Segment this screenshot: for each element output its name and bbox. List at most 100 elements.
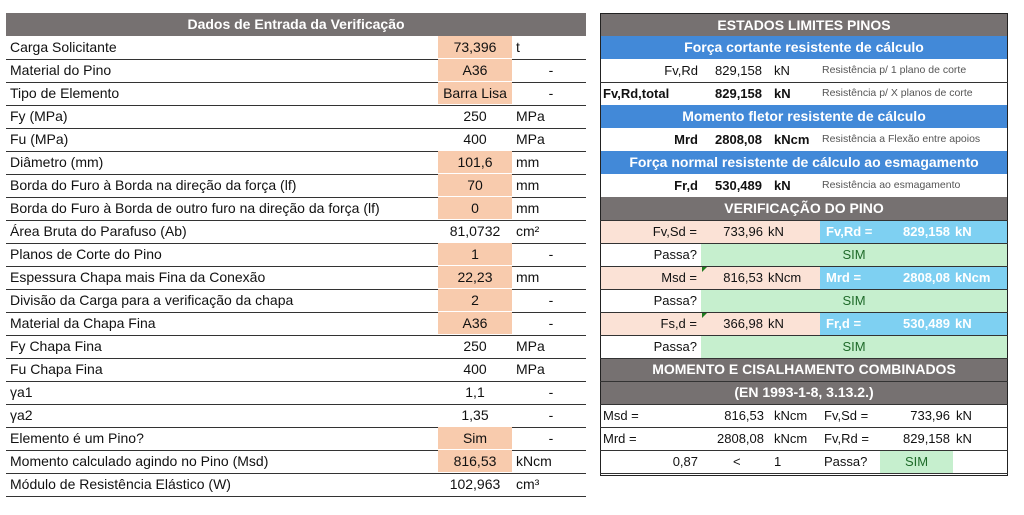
input-row: Fu Chapa Fina 400 MPa (6, 358, 586, 382)
input-label: Área Bruta do Parafuso (Ab) (10, 223, 187, 239)
shear-title: Força cortante resistente de cálculo (601, 36, 1007, 59)
fvrdt-note: Resistência p/ X planos de corte (822, 87, 973, 99)
row-divider (600, 335, 1008, 336)
demand-value: 816,53 (723, 270, 763, 285)
resistance-value: 829,158 (903, 224, 950, 239)
input-unit: mm (516, 154, 540, 170)
input-label: Fu (MPa) (10, 131, 69, 147)
demand-value: 366,98 (723, 316, 763, 331)
input-value: 1,35 (461, 407, 489, 423)
input-value: 102,963 (449, 476, 501, 492)
mrd-note: Resistência a Flexão entre apoios (822, 133, 981, 145)
fvrdt-value: 829,158 (715, 86, 762, 101)
input-label: Elemento é um Pino? (10, 430, 144, 446)
input-unit: t (516, 39, 520, 55)
input-value: 81,0732 (449, 223, 501, 239)
input-unit: - (548, 62, 554, 78)
input-unit: mm (516, 177, 540, 193)
mrd-unit: kNcm (774, 132, 810, 147)
input-label: Borda do Furo à Borda de outro furo na d… (10, 200, 380, 216)
input-value[interactable]: 2 (438, 289, 512, 311)
resistance-cell (820, 266, 1007, 289)
input-row: Elemento é um Pino? Sim - (6, 427, 586, 451)
input-row: Carga Solicitante 73,396 t (6, 36, 586, 60)
demand-label: Fs,d = (660, 316, 698, 331)
input-value[interactable]: 816,53 (438, 450, 512, 472)
demand-unit: kN (768, 224, 784, 239)
input-value[interactable]: Sim (438, 427, 512, 449)
input-unit: cm³ (516, 476, 540, 492)
limit-states-title: ESTADOS LIMITES PINOS (601, 14, 1007, 36)
row-divider (600, 243, 1008, 244)
input-value[interactable]: Barra Lisa (438, 82, 512, 104)
demand-label: Msd = (661, 270, 697, 285)
input-value[interactable]: 1 (438, 243, 512, 265)
input-value[interactable]: 101,6 (438, 151, 512, 173)
ratio-pass-status: SIM (880, 450, 953, 473)
input-unit: kNcm (516, 453, 552, 469)
input-row: Diâmetro (mm) 101,6 mm (6, 151, 586, 175)
input-row: Momento calculado agindo no Pino (Msd) 81… (6, 450, 586, 474)
input-label: Material da Chapa Fina (10, 315, 156, 331)
input-value: 400 (463, 361, 487, 377)
combined-label: Fv,Sd = (824, 408, 869, 423)
pass-status: SIM (701, 289, 1007, 312)
resistance-unit: kN (955, 316, 972, 331)
input-row: Fy (MPa) 250 MPa (6, 105, 586, 129)
row-divider (600, 381, 1008, 382)
input-label: γa2 (10, 407, 33, 423)
input-unit: - (548, 315, 554, 331)
combined-value: 816,53 (724, 408, 764, 423)
input-value[interactable]: A36 (438, 312, 512, 334)
input-label: Borda do Furo à Borda na direção da forç… (10, 177, 297, 193)
ratio-pass-label: Passa? (824, 454, 868, 469)
input-row: Área Bruta do Parafuso (Ab) 81,0732 cm² (6, 220, 586, 244)
ratio-limit: 1 (774, 454, 782, 469)
input-value: 400 (463, 131, 487, 147)
input-value[interactable]: A36 (438, 59, 512, 81)
ratio-value: 0,87 (672, 454, 698, 469)
combined-label: Mrd = (603, 431, 637, 446)
input-value[interactable]: 0 (438, 197, 512, 219)
input-value[interactable]: 73,396 (438, 36, 512, 58)
input-value[interactable]: 22,23 (438, 266, 512, 288)
input-label: Fy (MPa) (10, 108, 68, 124)
input-unit: mm (516, 200, 540, 216)
resistance-cell (820, 312, 1007, 335)
input-row: Borda do Furo à Borda na direção da forç… (6, 174, 586, 198)
input-unit: - (548, 430, 554, 446)
input-row: Material da Chapa Fina A36 - (6, 312, 586, 336)
resistance-cell (820, 220, 1007, 243)
input-unit: - (548, 85, 554, 101)
input-unit: MPa (516, 108, 545, 124)
combined-value: 733,96 (910, 408, 950, 423)
row-divider (600, 450, 1008, 451)
row-divider (600, 220, 1008, 221)
demand-cell (601, 266, 820, 289)
input-row: Fu (MPa) 400 MPa (6, 128, 586, 152)
input-value[interactable]: 70 (438, 174, 512, 196)
resistance-unit: kN (955, 224, 972, 239)
pass-status: SIM (701, 243, 1007, 266)
input-value: 250 (463, 108, 487, 124)
input-unit: cm² (516, 223, 540, 239)
input-value: 1,1 (465, 384, 485, 400)
comment-indicator-icon (702, 266, 708, 272)
input-label: Divisão da Carga para a verificação da c… (10, 292, 294, 308)
resistance-label: Fv,Rd = (826, 224, 873, 239)
input-row: Módulo de Resistência Elástico (W) 102,96… (6, 473, 586, 497)
input-row: Fy Chapa Fina 250 MPa (6, 335, 586, 359)
row-divider (600, 404, 1008, 405)
fvrd-label: Fv,Rd (664, 63, 698, 78)
combined-value: 829,158 (903, 431, 950, 446)
pass-label: Passa? (653, 293, 697, 308)
input-label: Diâmetro (mm) (10, 154, 104, 170)
demand-cell (601, 220, 820, 243)
fvrd-unit: kN (774, 63, 790, 78)
input-row: Divisão da Carga para a verificação da c… (6, 289, 586, 313)
row-divider (600, 266, 1008, 267)
input-unit: - (548, 384, 554, 400)
input-label: Espessura Chapa mais Fina da Conexão (10, 269, 266, 285)
input-value: 250 (463, 338, 487, 354)
combined-unit: kN (956, 431, 972, 446)
